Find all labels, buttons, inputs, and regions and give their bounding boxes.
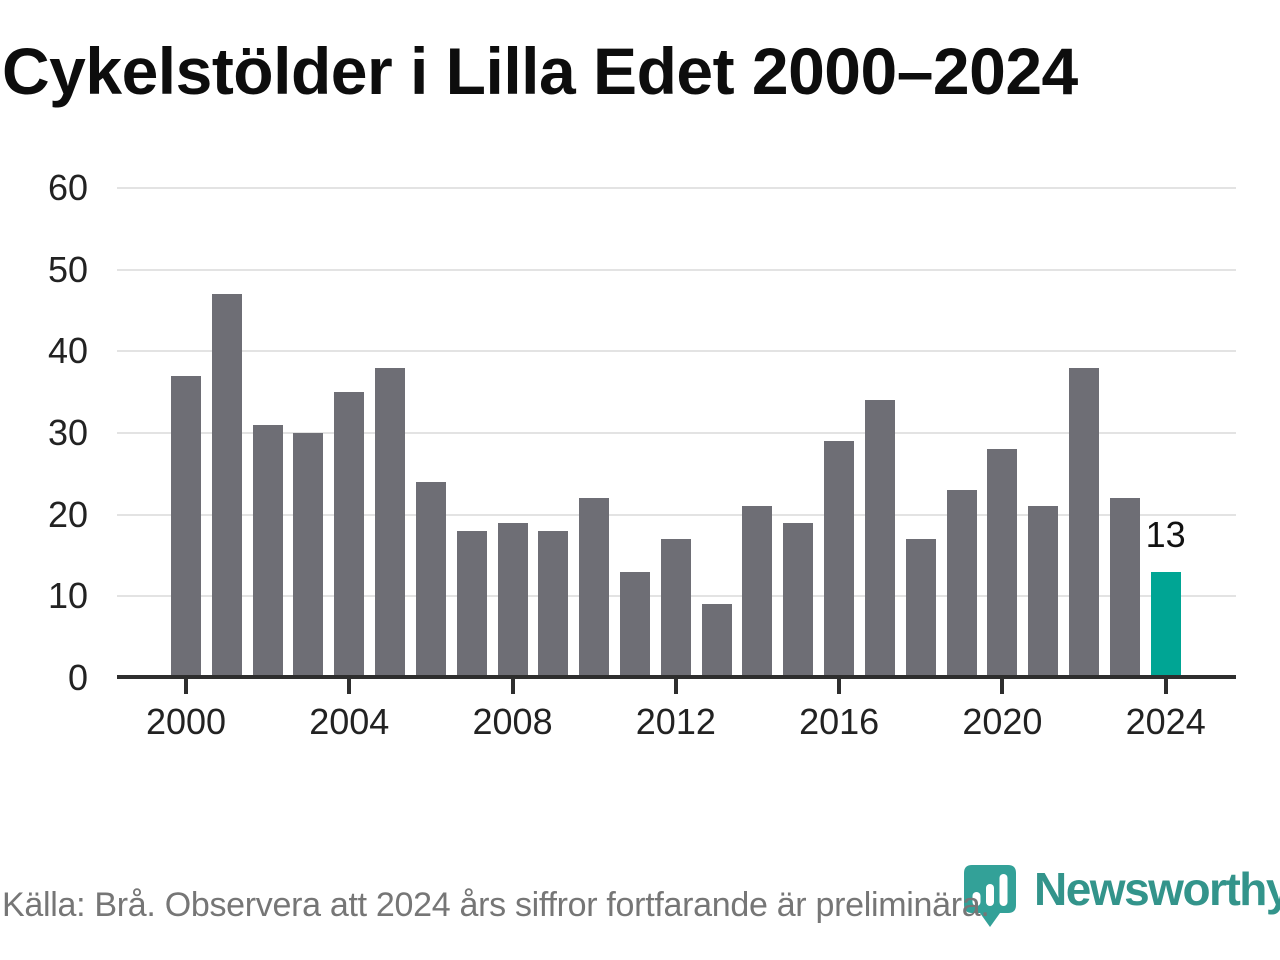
gridline-50	[117, 268, 1236, 271]
x-axis-line	[117, 675, 1236, 679]
bar-2012	[660, 539, 691, 678]
x-axis-label-2012: 2012	[635, 701, 716, 742]
bar-2015	[783, 522, 814, 678]
bar-2013	[701, 604, 732, 678]
y-axis-label-30: 30	[47, 411, 88, 453]
newsworthy-logo[interactable]: Newsworthy	[962, 862, 1280, 932]
newsworthy-pin-barchart-icon	[964, 865, 1016, 927]
x-axis-tick-2020	[1000, 679, 1005, 694]
y-axis-label-40: 40	[47, 330, 88, 372]
bar-2001	[211, 294, 242, 678]
gridline-20	[117, 513, 1236, 516]
bar-2003	[293, 432, 324, 678]
y-axis-label-10: 10	[47, 575, 88, 617]
bar-2023	[1109, 498, 1140, 678]
page-title: Cykelstölder i Lilla Edet 2000–2024	[2, 34, 1078, 108]
x-axis-label-2016: 2016	[799, 701, 880, 742]
x-axis-tick-2000	[184, 679, 188, 694]
bar-2006	[415, 481, 446, 678]
bar-2008	[497, 522, 528, 678]
bar-2011	[620, 571, 651, 678]
x-axis-label-2008: 2008	[472, 701, 553, 742]
bar-2000	[171, 375, 201, 678]
y-axis-label-60: 60	[47, 166, 88, 208]
bar-2019	[946, 490, 977, 678]
x-axis-tick-2004	[347, 679, 352, 694]
bar-2007	[456, 530, 487, 678]
x-axis-tick-2012	[673, 679, 678, 694]
source-note: Källa: Brå. Observera att 2024 års siffr…	[2, 886, 990, 924]
x-axis-label-2020: 2020	[962, 701, 1043, 742]
bar-2021	[1028, 506, 1059, 678]
bar-2009	[538, 530, 569, 678]
x-axis-tick-2024	[1163, 679, 1168, 694]
bar-2010	[579, 498, 610, 678]
x-axis-label-2000: 2000	[145, 701, 227, 742]
bar-2014	[742, 506, 773, 678]
y-axis-label-0: 0	[67, 657, 88, 698]
x-axis-tick-2008	[510, 679, 515, 694]
bar-2002	[252, 424, 283, 678]
newsworthy-wordmark: Newsworthy	[1034, 863, 1280, 915]
y-axis-label-50: 50	[47, 248, 88, 290]
y-axis-label-20: 20	[47, 493, 88, 535]
gridline-30	[117, 431, 1236, 434]
bar-2020	[987, 449, 1018, 678]
bar-2018	[905, 539, 936, 678]
gridline-40	[117, 350, 1236, 353]
bar-2022	[1069, 367, 1100, 678]
bar-2005	[375, 367, 406, 678]
gridline-60	[117, 186, 1236, 189]
bar-2017	[864, 400, 895, 678]
x-axis-label-2024: 2024	[1125, 701, 1206, 742]
bar-value-label-2024: 13	[1145, 513, 1186, 555]
bar-2004	[334, 392, 365, 678]
x-axis-label-2004: 2004	[309, 701, 390, 742]
bar-2016	[824, 441, 855, 678]
bar-2024	[1150, 571, 1181, 678]
x-axis-tick-2016	[837, 679, 842, 694]
